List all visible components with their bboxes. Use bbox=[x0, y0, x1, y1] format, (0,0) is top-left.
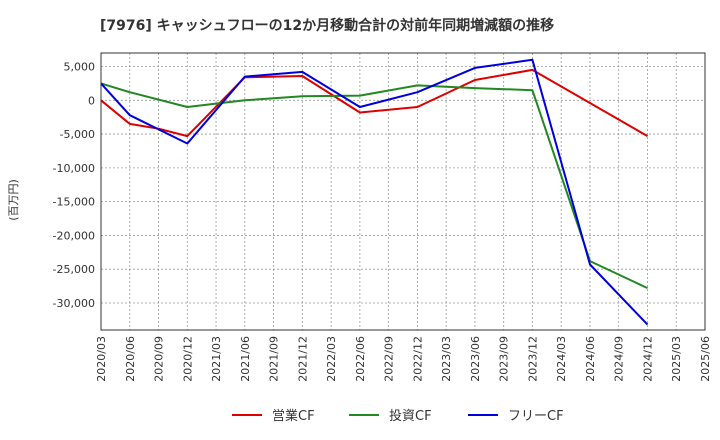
x-tick-label: 2022/09 bbox=[383, 336, 396, 382]
y-tick-label: 0 bbox=[88, 94, 95, 107]
x-tick-label: 2025/06 bbox=[699, 336, 712, 382]
y-tick-label: -5,000 bbox=[60, 128, 95, 141]
x-tick-label: 2023/09 bbox=[498, 336, 511, 382]
legend-label: 投資CF bbox=[389, 408, 432, 424]
x-tick-label: 2020/03 bbox=[95, 336, 108, 382]
legend-label: フリーCF bbox=[508, 409, 564, 424]
y-tick-label: -20,000 bbox=[53, 229, 95, 242]
x-tick-label: 2022/06 bbox=[354, 336, 367, 382]
y-tick-label: -25,000 bbox=[53, 263, 95, 276]
series-line bbox=[100, 58, 649, 326]
x-tick-label: 2020/12 bbox=[181, 336, 194, 382]
y-tick-label: 5,000 bbox=[64, 61, 96, 74]
x-tick-label: 2021/09 bbox=[268, 336, 281, 382]
x-tick-label: 2021/12 bbox=[296, 336, 309, 382]
y-tick-label: -10,000 bbox=[53, 162, 95, 175]
x-tick-label: 2023/03 bbox=[440, 336, 453, 382]
y-tick-label: -30,000 bbox=[53, 297, 95, 310]
x-tick-label: 2023/06 bbox=[469, 336, 482, 382]
x-tick-label: 2024/09 bbox=[613, 336, 626, 382]
x-tick-label: 2022/03 bbox=[325, 336, 338, 382]
y-tick-label: -15,000 bbox=[53, 196, 95, 209]
chart-title: [7976] キャッシュフローの12か月移動合計の対前年同期増減額の推移 bbox=[100, 17, 554, 34]
legend-label: 営業CF bbox=[272, 408, 315, 424]
x-tick-label: 2020/06 bbox=[124, 336, 137, 382]
legend: 営業CF 投資CF フリーCF bbox=[232, 408, 564, 424]
x-tick-label: 2024/12 bbox=[641, 336, 654, 382]
x-tick-label: 2025/03 bbox=[670, 336, 683, 382]
x-tick-label: 2021/03 bbox=[210, 336, 223, 382]
plot-frame bbox=[100, 52, 706, 331]
x-tick-label: 2024/06 bbox=[584, 336, 597, 382]
x-axis-ticks: 2020/03 2020/06 2020/09 2020/12 2021/03 2021/… bbox=[95, 336, 712, 382]
grid bbox=[100, 53, 706, 330]
x-tick-label: 2023/12 bbox=[526, 336, 539, 382]
x-tick-label: 2022/12 bbox=[411, 336, 424, 382]
x-tick-label: 2024/03 bbox=[555, 336, 568, 382]
series-lines bbox=[100, 58, 649, 326]
y-axis-label: (百万円) bbox=[7, 179, 20, 221]
x-tick-label: 2020/09 bbox=[153, 336, 166, 382]
x-tick-label: 2021/06 bbox=[239, 336, 252, 382]
series-line bbox=[100, 68, 648, 138]
y-axis-ticks: 5,000 0 -5,000 -10,000 -15,000 -20,000 -25,000… bbox=[53, 61, 95, 310]
series-line bbox=[100, 82, 648, 290]
